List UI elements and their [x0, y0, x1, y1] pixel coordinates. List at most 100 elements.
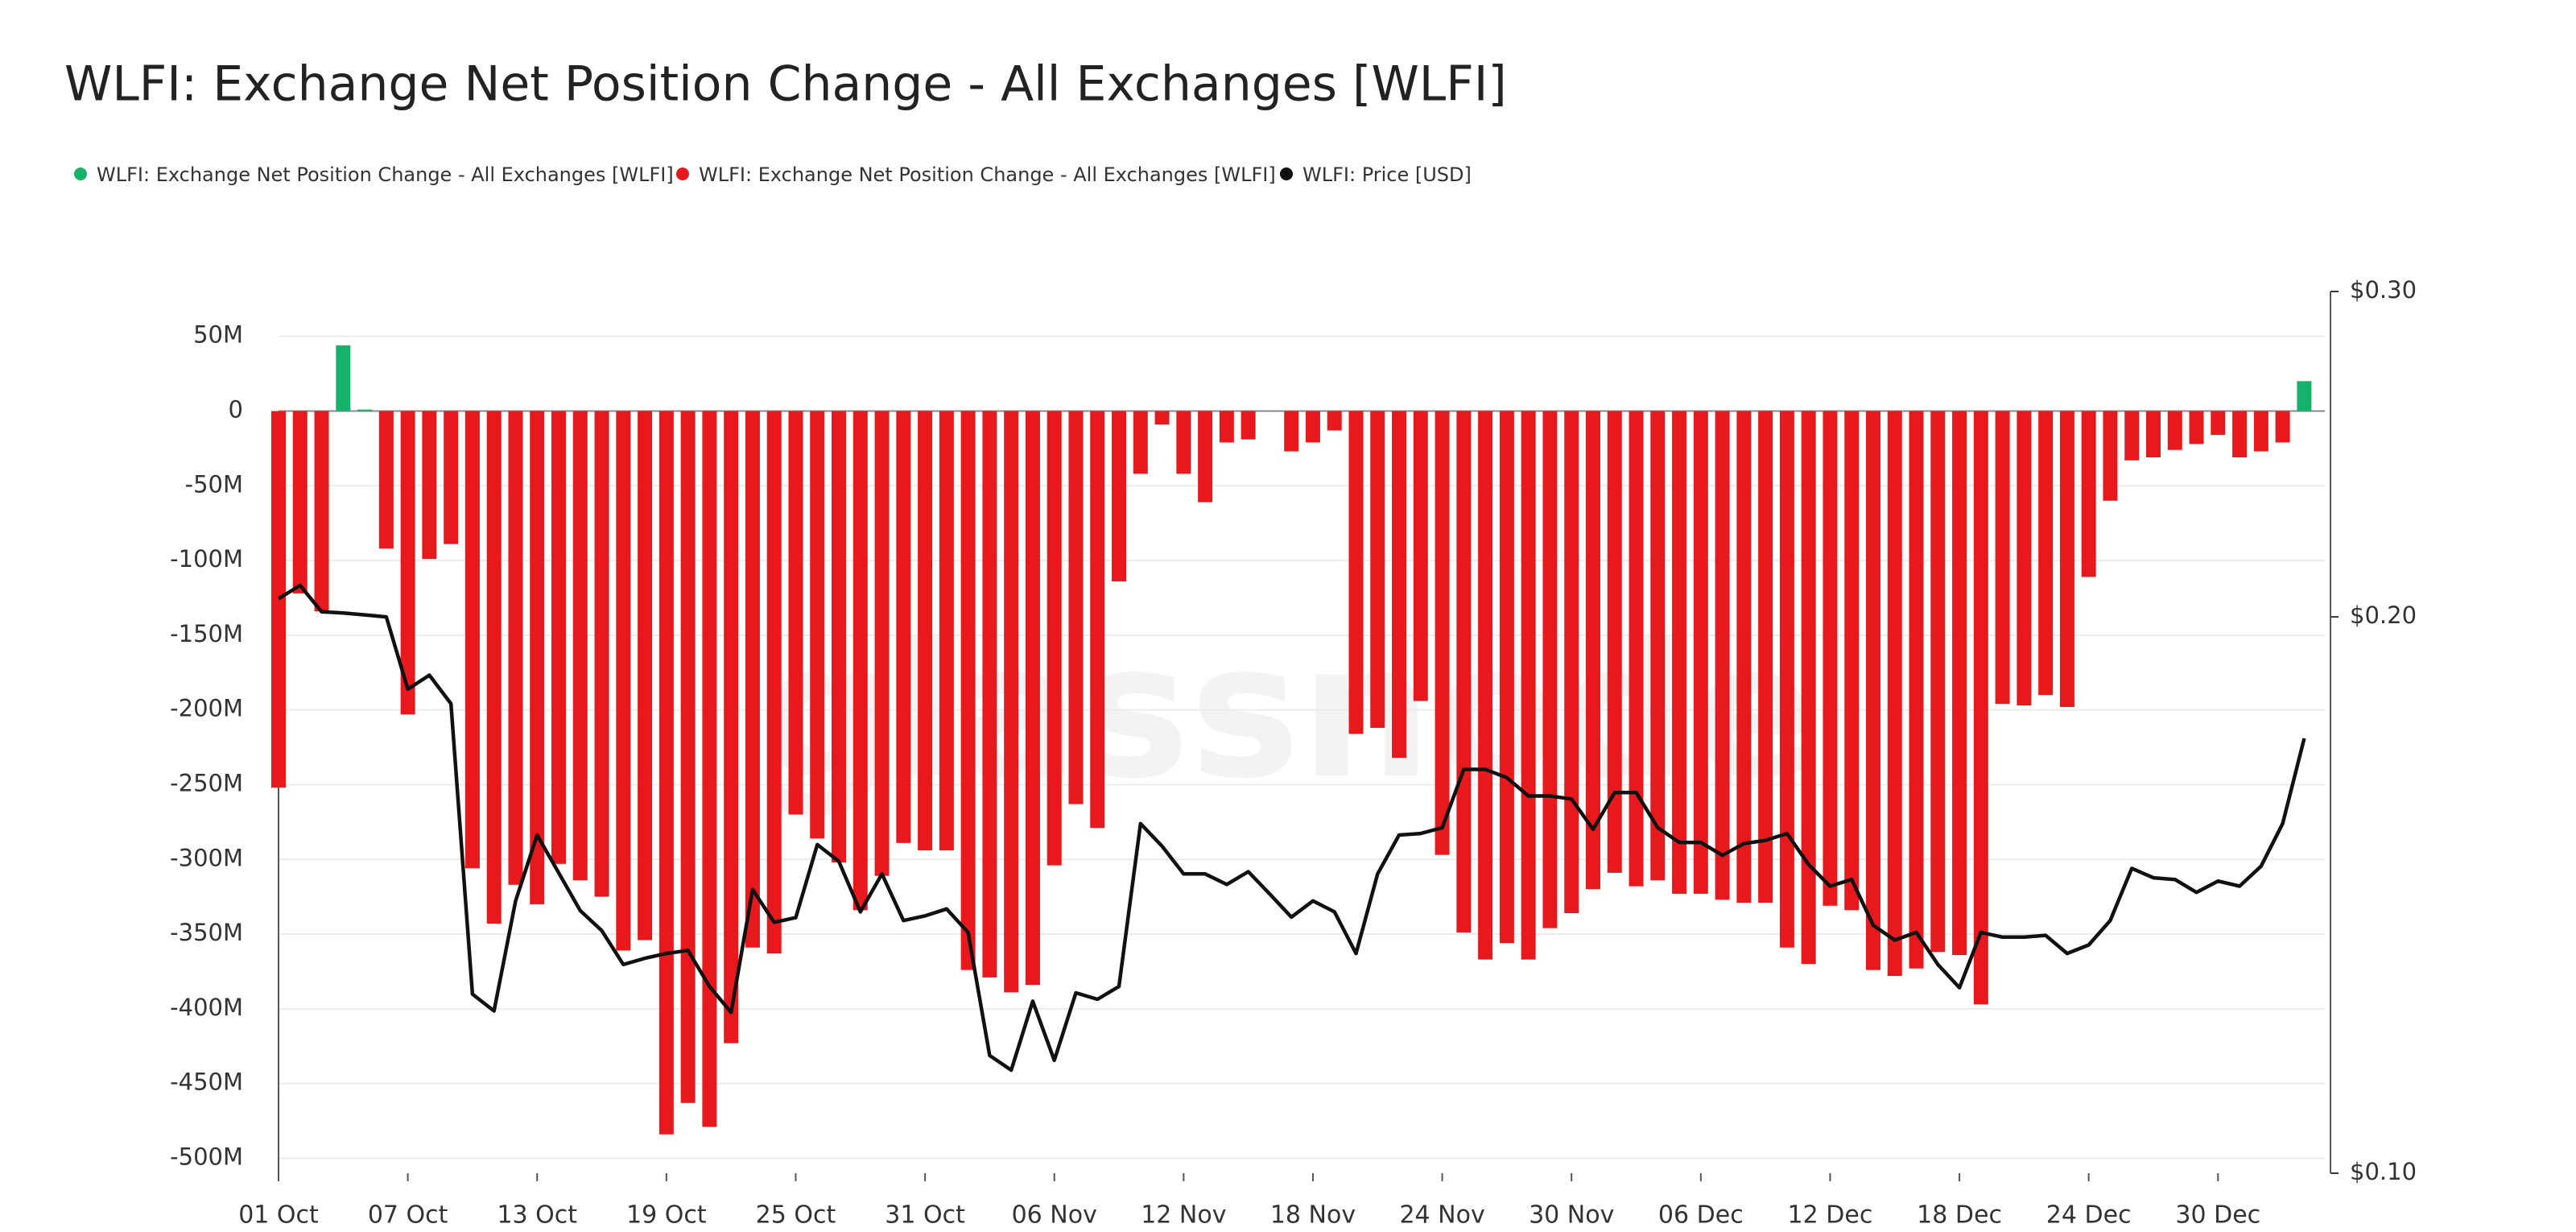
bar: [1909, 411, 1924, 969]
bar: [486, 411, 502, 924]
bar: [422, 411, 437, 560]
bar: [1564, 411, 1579, 914]
bar: [1736, 411, 1752, 903]
x-tick-label: 18 Nov: [1270, 1201, 1356, 1230]
bar: [1456, 411, 1472, 933]
bar: [1672, 411, 1687, 894]
bar: [1629, 411, 1644, 887]
x-tick-label: 24 Dec: [2046, 1201, 2132, 1230]
bar: [1995, 411, 2010, 705]
bar: [1801, 411, 1816, 965]
y-tick-label: -150M: [170, 620, 243, 647]
x-tick-label: 06 Nov: [1012, 1201, 1097, 1230]
bar: [1887, 411, 1902, 977]
x-tick-label: 12 Dec: [1788, 1201, 1873, 1230]
bar: [1779, 411, 1794, 948]
bar: [1521, 411, 1536, 960]
bar: [1133, 411, 1148, 474]
bar: [766, 411, 782, 954]
bar: [508, 411, 523, 885]
bar: [2124, 411, 2140, 461]
bar: [960, 411, 976, 970]
bar: [1004, 411, 1019, 993]
y-tick-label: 0: [229, 395, 243, 423]
x-tick-label: 24 Nov: [1399, 1201, 1484, 1230]
x-tick-label: 12 Nov: [1141, 1201, 1226, 1230]
x-tick-label: 06 Dec: [1658, 1201, 1744, 1230]
bar: [616, 411, 631, 951]
x-tick-label: 18 Dec: [1917, 1201, 2002, 1230]
legend-label: WLFI: Exchange Net Position Change - All…: [699, 163, 1276, 186]
bar: [1241, 411, 1256, 440]
bar: [1198, 411, 1213, 502]
bar: [1219, 411, 1234, 443]
chart-title: WLFI: Exchange Net Position Change - All…: [64, 56, 1507, 113]
bar: [1284, 411, 1299, 452]
y-tick-label: -400M: [170, 994, 243, 1021]
bar: [658, 411, 674, 1135]
x-tick-label: 19 Oct: [626, 1201, 707, 1230]
bar: [2059, 411, 2074, 707]
bar: [1025, 411, 1040, 986]
bar: [572, 411, 588, 881]
bar: [680, 411, 696, 1103]
bar: [2145, 411, 2161, 458]
bar: [724, 411, 739, 1044]
bar: [1693, 411, 1708, 894]
bar: [1758, 411, 1773, 903]
bar: [702, 411, 717, 1127]
bar: [378, 411, 394, 549]
bar: [1154, 411, 1170, 425]
bar: [551, 411, 567, 864]
bar: [292, 411, 308, 593]
bar: [594, 411, 609, 897]
bar: [788, 411, 803, 815]
bar: [1327, 411, 1342, 431]
bar: [1435, 411, 1450, 855]
bar: [1305, 411, 1320, 443]
bar: [444, 411, 459, 544]
bar: [1973, 411, 1988, 1005]
bar: [1046, 411, 1062, 866]
y-tick-label: -300M: [170, 844, 243, 871]
bar: [2232, 411, 2248, 458]
bar: [918, 411, 933, 851]
y2-tick-label: $0.20: [2350, 602, 2417, 629]
bar: [1930, 411, 1946, 953]
bar: [2167, 411, 2182, 450]
bar: [2189, 411, 2204, 444]
bar: [2017, 411, 2032, 706]
bar: [1413, 411, 1428, 701]
bar: [810, 411, 825, 839]
bar: [1952, 411, 1967, 956]
bar: [2297, 381, 2312, 411]
bar: [874, 411, 890, 876]
bar: [314, 411, 329, 612]
x-tick-label: 30 Nov: [1529, 1201, 1614, 1230]
bar: [982, 411, 997, 978]
bar: [896, 411, 911, 843]
bar: [1844, 411, 1860, 911]
bar: [1650, 411, 1666, 881]
bar: [271, 411, 286, 788]
bar: [2103, 411, 2118, 501]
y2-tick-label: $0.30: [2350, 276, 2417, 304]
legend-marker: [1280, 167, 1293, 180]
bar: [1348, 411, 1364, 734]
price-line: [277, 583, 2306, 1073]
bar: [1823, 411, 1838, 906]
bar: [1370, 411, 1385, 728]
bar: [530, 411, 545, 904]
bar: [2253, 411, 2268, 452]
y-tick-label: -100M: [170, 545, 243, 573]
bar: [464, 411, 480, 869]
y-tick-label: 50M: [193, 321, 243, 349]
bar: [1112, 411, 1127, 582]
bar: [357, 409, 373, 411]
bar: [1865, 411, 1880, 970]
bar: [1176, 411, 1191, 474]
bar: [1392, 411, 1407, 759]
y-tick-label: -500M: [170, 1143, 243, 1170]
